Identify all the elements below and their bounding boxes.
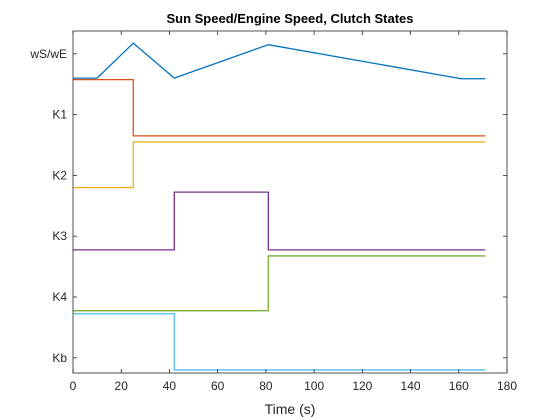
x-tick-label: 140 <box>401 379 421 393</box>
series-layer <box>73 43 485 370</box>
x-tick-label: 100 <box>304 379 324 393</box>
x-tick-label: 60 <box>211 379 225 393</box>
y-tick-label-ws-we: wS/wE <box>29 47 67 61</box>
series-line-4 <box>73 192 485 250</box>
series-line-2 <box>73 80 485 136</box>
plot-area-border <box>73 31 507 373</box>
x-axis-ticks: 0 20 40 60 80 100 120 140 160 180 <box>70 31 518 393</box>
y-tick-label-k4: K4 <box>52 290 67 304</box>
y-tick-label-k2: K2 <box>52 168 67 182</box>
x-tick-label: 40 <box>163 379 177 393</box>
series-line-1 <box>73 43 485 79</box>
chart-title: Sun Speed/Engine Speed, Clutch States <box>166 11 413 26</box>
x-tick-label: 120 <box>352 379 372 393</box>
y-tick-label-k3: K3 <box>52 229 67 243</box>
x-tick-label: 80 <box>259 379 273 393</box>
series-line-5 <box>73 256 485 311</box>
x-tick-label: 20 <box>115 379 129 393</box>
x-tick-label: 160 <box>449 379 469 393</box>
series-line-6 <box>73 314 485 370</box>
x-axis-label: Time (s) <box>265 401 316 417</box>
series-line-3 <box>73 142 485 188</box>
x-tick-label: 0 <box>70 379 77 393</box>
y-tick-label-k1: K1 <box>52 108 67 122</box>
y-tick-label-kb: Kb <box>52 351 67 365</box>
x-tick-label: 180 <box>497 379 517 393</box>
